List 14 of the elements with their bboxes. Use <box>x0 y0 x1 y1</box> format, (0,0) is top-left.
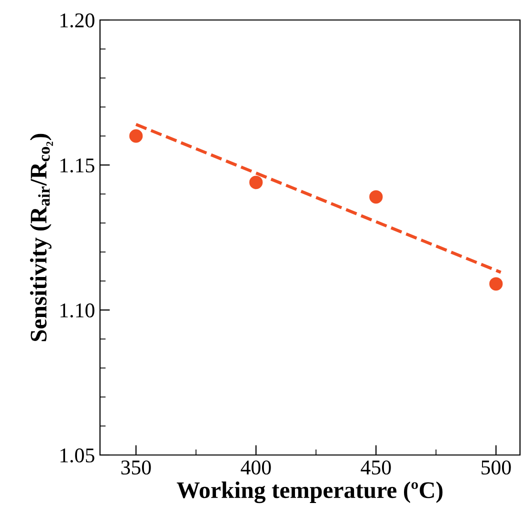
y-tick-label: 1.20 <box>60 13 94 28</box>
x-tick-label: 350 <box>121 460 151 475</box>
point <box>129 129 143 143</box>
x-tick-label: 400 <box>240 460 271 475</box>
y-tick-label: 1.10 <box>60 303 94 318</box>
point <box>249 176 263 190</box>
point <box>369 190 383 204</box>
point <box>489 277 503 291</box>
y-axis-title: Sensitivity (R$_{air}$/R$_{co₂}$) <box>30 134 53 342</box>
y-tick-label: 1.15 <box>60 158 94 173</box>
x-tick-label: 500 <box>482 460 511 475</box>
x-axis-title: Working temperature (ºC) <box>176 482 442 504</box>
x-tick-label: 450 <box>360 460 391 475</box>
y-tick-label: 1.05 <box>60 448 94 463</box>
